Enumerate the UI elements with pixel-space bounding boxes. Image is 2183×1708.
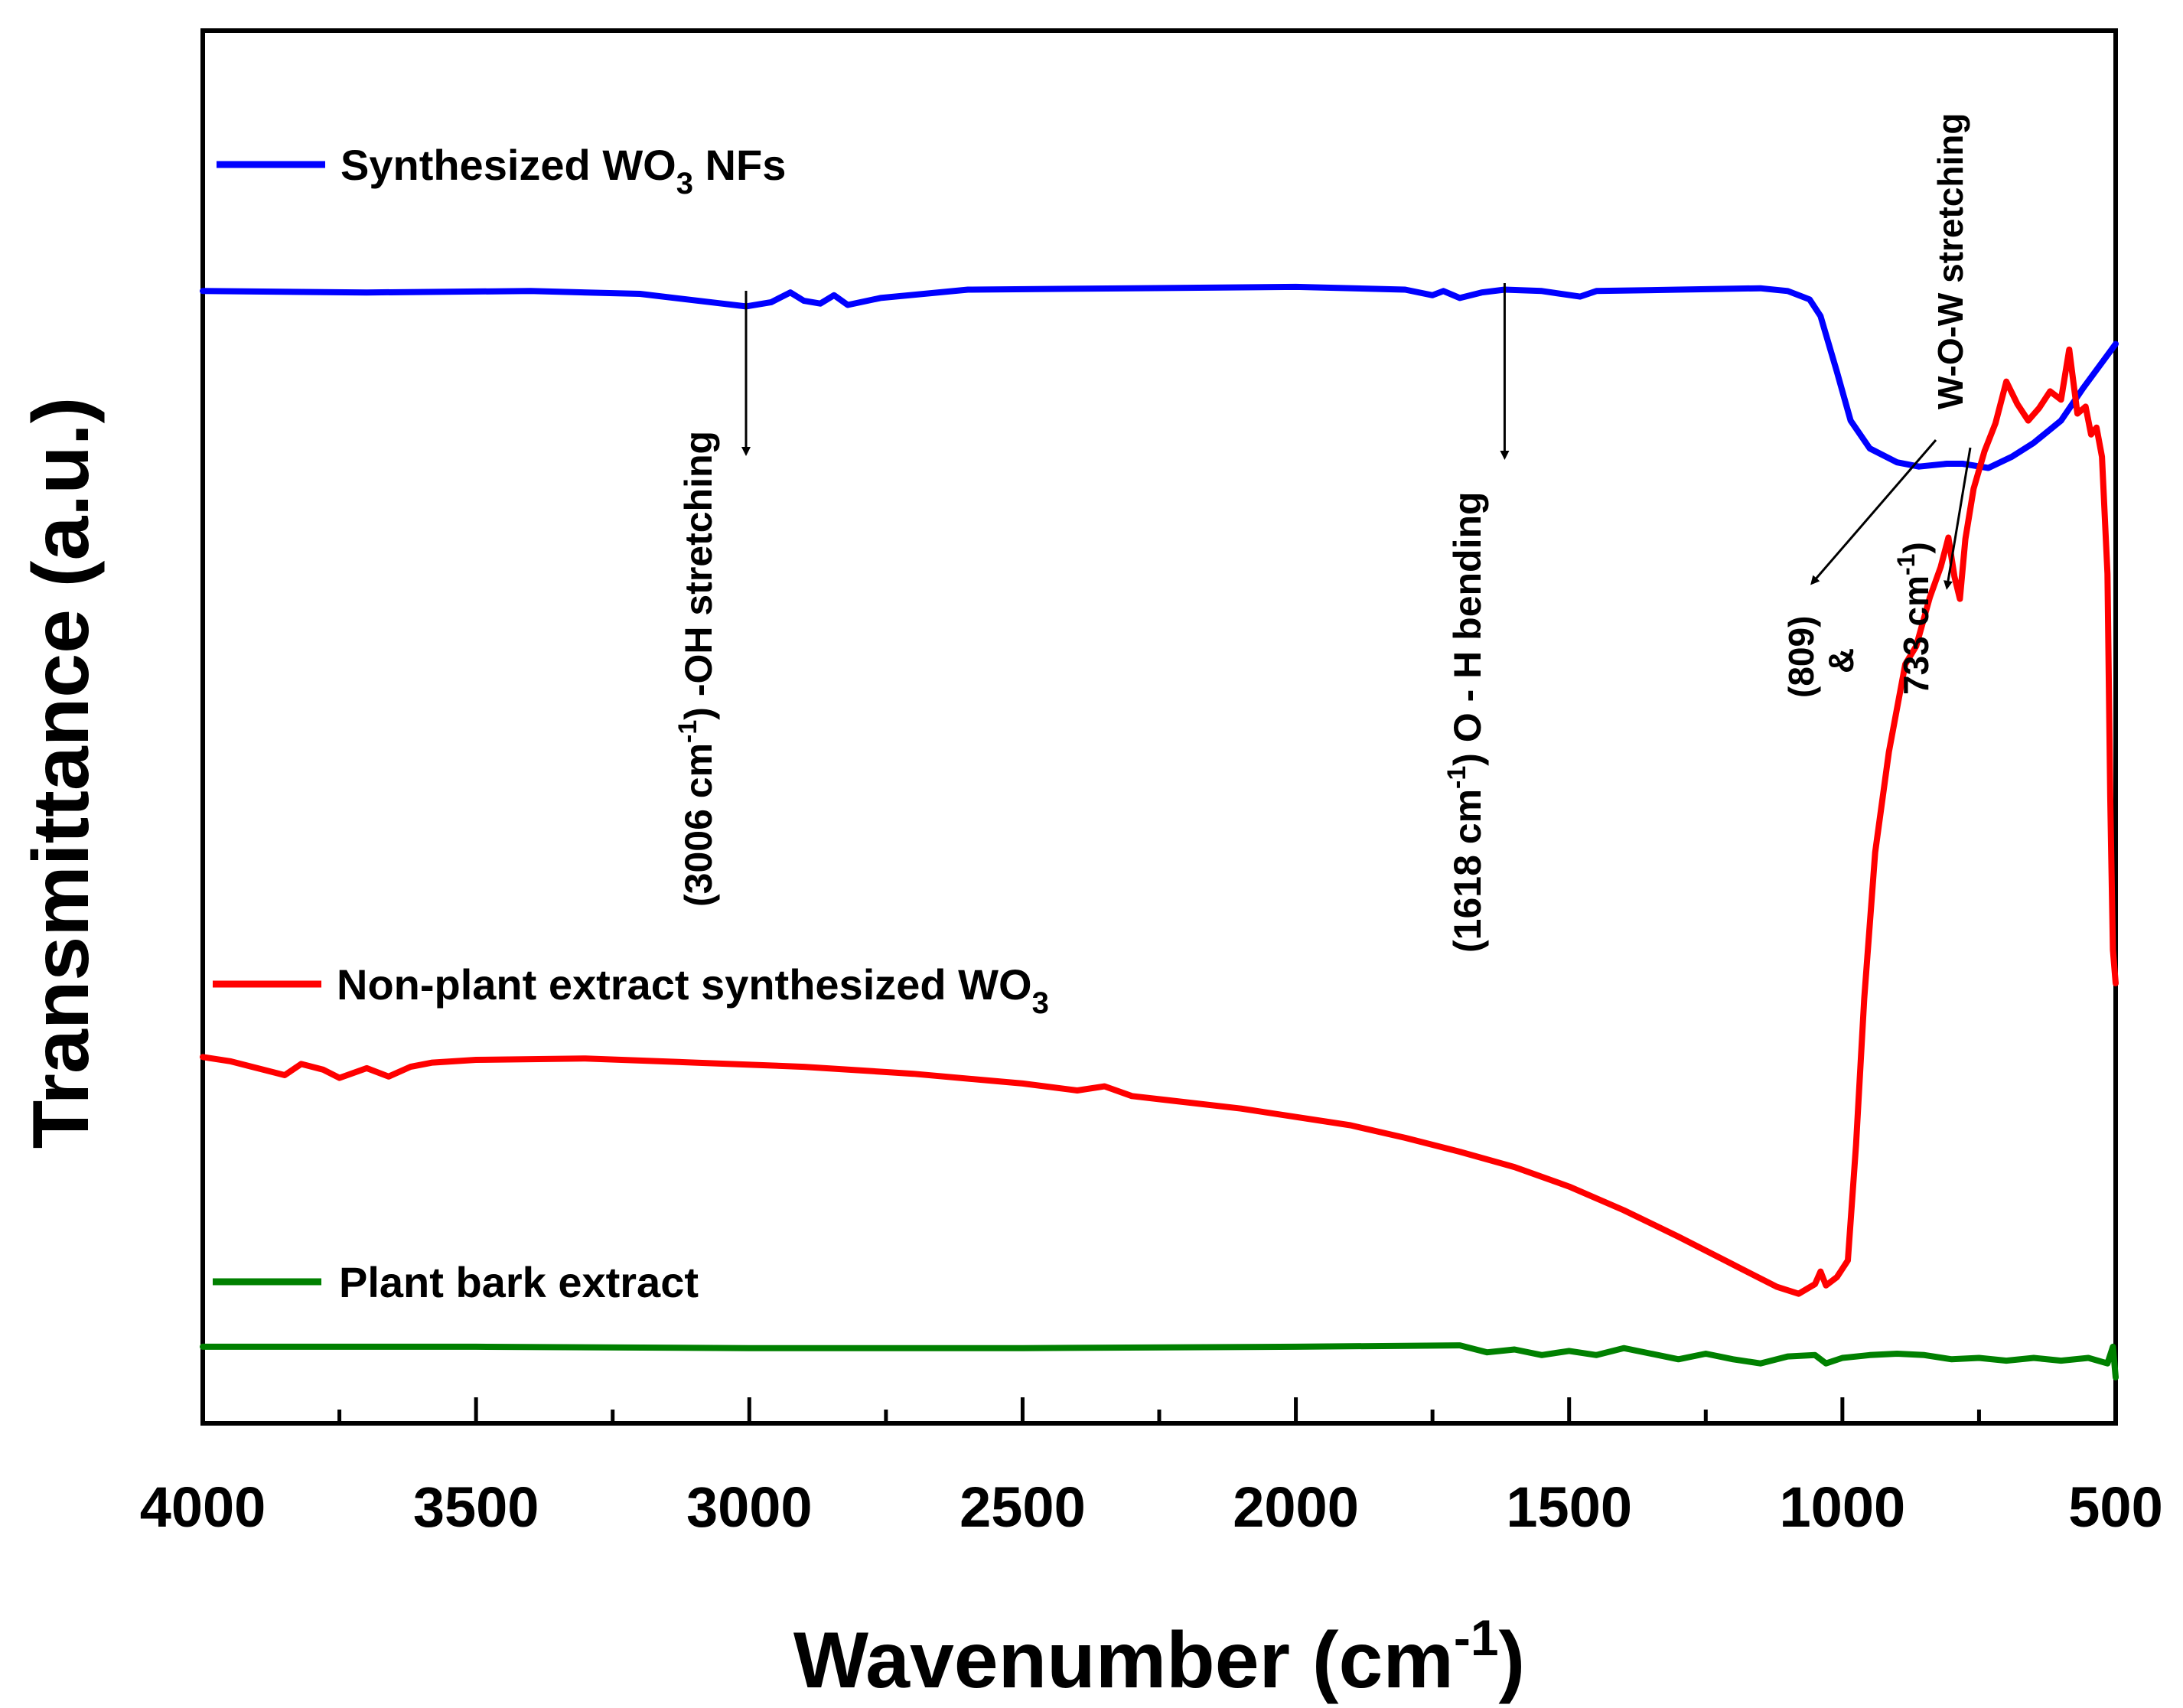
legend-nonplant: Non-plant extract synthesized WO3: [213, 960, 1049, 1020]
x-tick-label-2500: 2500: [960, 1475, 1086, 1539]
x-tick-label-500: 500: [2068, 1475, 2162, 1539]
label-oh-bending: (1618 cm-1) O - H bending: [1442, 491, 1489, 953]
legend-label-nonplant: Non-plant extract synthesized WO3: [337, 960, 1049, 1020]
x-axis-title: Wavenumber (cm-1): [793, 1609, 1525, 1705]
plot-frame: [200, 28, 2118, 1426]
legend-plant: Plant bark extract: [213, 1258, 699, 1306]
label-wow-amp: &: [1821, 648, 1861, 673]
series-line-synthesized: [200, 283, 2119, 471]
x-axis-tick-labels: 4000 3500 3000 2500 2000 1500 1000 500: [140, 1475, 2163, 1539]
series-line-plant: [200, 1342, 2119, 1380]
series-layer: [200, 283, 2119, 1380]
legend-sub-synthesized: 3: [676, 167, 693, 200]
label-oh-stretching: (3006 cm-1) -OH stretching: [673, 431, 720, 907]
x-tick-label-3000: 3000: [686, 1475, 813, 1539]
x-axis-ticks: [200, 1397, 2118, 1423]
arrow-wow-733: [1944, 447, 1972, 590]
x-tick-label-1000: 1000: [1780, 1475, 1906, 1539]
label-wow-stretching: W-O-W stretching: [1930, 113, 1970, 409]
legend-synthesized: Synthesized WO3 NFs: [217, 141, 786, 200]
series-line-nonplant: [200, 346, 2119, 1297]
label-wow-733: 733 cm-1): [1892, 542, 1936, 695]
x-tick-label-1500: 1500: [1506, 1475, 1632, 1539]
annotation-wow: W-O-W stretching (809) & 733 cm-1): [1781, 113, 1972, 698]
legend-sub-nonplant: 3: [1032, 986, 1049, 1020]
x-tick-label-2000: 2000: [1233, 1475, 1359, 1539]
label-wow-809: (809): [1781, 616, 1821, 698]
annotation-oh-bending: (1618 cm-1) O - H bending: [1442, 283, 1510, 953]
x-tick-label-4000: 4000: [140, 1475, 266, 1539]
legend-label-synthesized: Synthesized WO3 NFs: [340, 141, 786, 200]
x-tick-label-3500: 3500: [413, 1475, 539, 1539]
arrow-wow-809: [1810, 439, 1937, 585]
x-axis-title-sup: -1: [1454, 1609, 1499, 1666]
legend-label-plant: Plant bark extract: [339, 1258, 699, 1306]
annotation-oh-stretching: (3006 cm-1) -OH stretching: [673, 291, 751, 907]
y-axis-title: Transmittance (a.u.): [17, 397, 106, 1149]
